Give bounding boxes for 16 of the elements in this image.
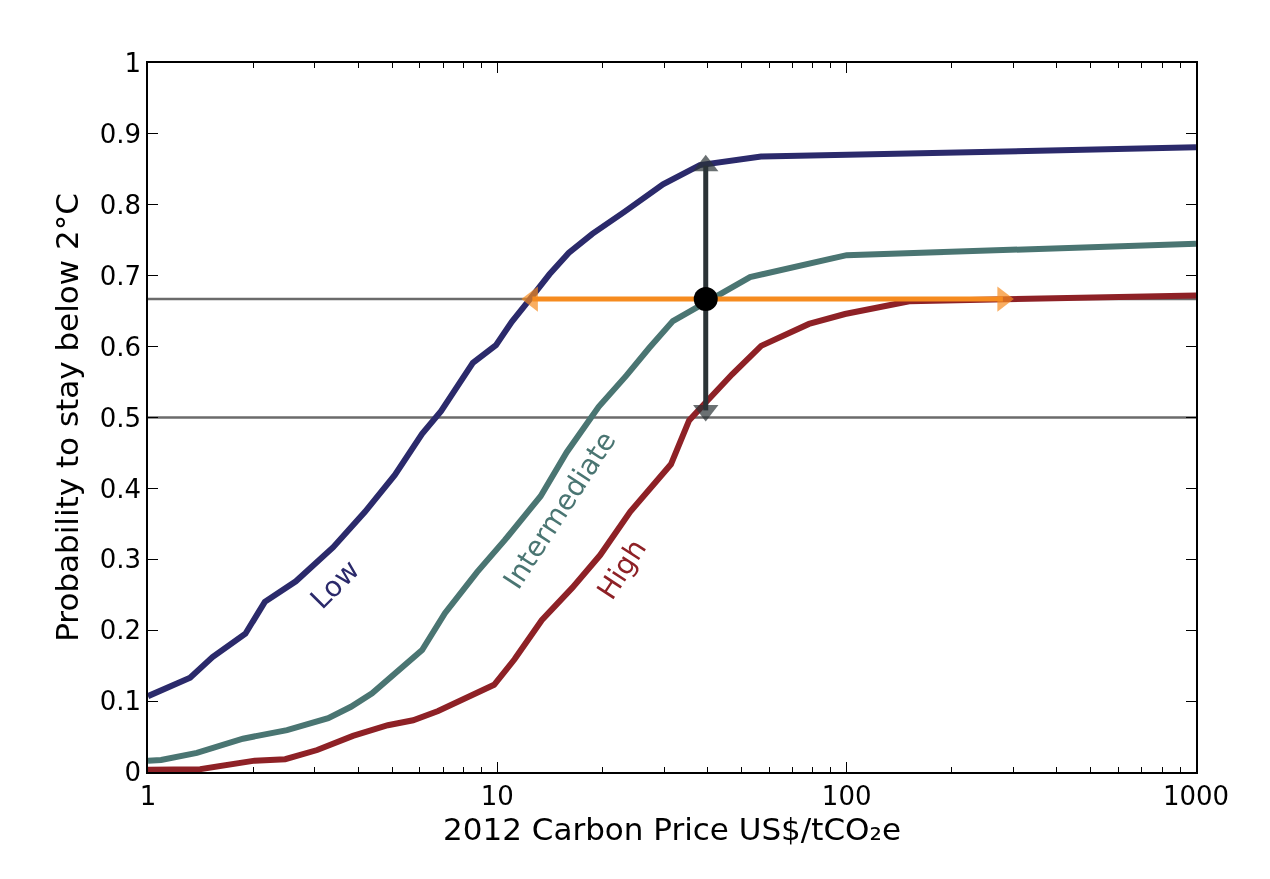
x-axis-title: 2012 Carbon Price US$/tCO₂e (443, 810, 901, 847)
y-axis-title: Probability to stay below 2°C (48, 193, 85, 642)
y-tick-label: 0 (124, 757, 142, 788)
x-tick-label: 1000 (1162, 780, 1230, 811)
y-tick-label: 0.9 (99, 119, 142, 149)
y-tick-label: 0.7 (99, 260, 142, 291)
y-tick-label: 0.6 (99, 331, 142, 362)
y-tick-label: 0.4 (99, 473, 142, 504)
y-tick-label: 0.3 (99, 544, 142, 575)
y-tick-label: 1 (124, 48, 142, 79)
x-tick-label: 100 (821, 780, 872, 811)
y-tick-label: 0.5 (99, 402, 142, 433)
y-tick-label: 0.8 (99, 189, 142, 220)
x-tick-label: 10 (480, 780, 514, 811)
y-tick-label: 0.1 (99, 686, 142, 717)
y-tick-label: 0.2 (99, 615, 142, 646)
